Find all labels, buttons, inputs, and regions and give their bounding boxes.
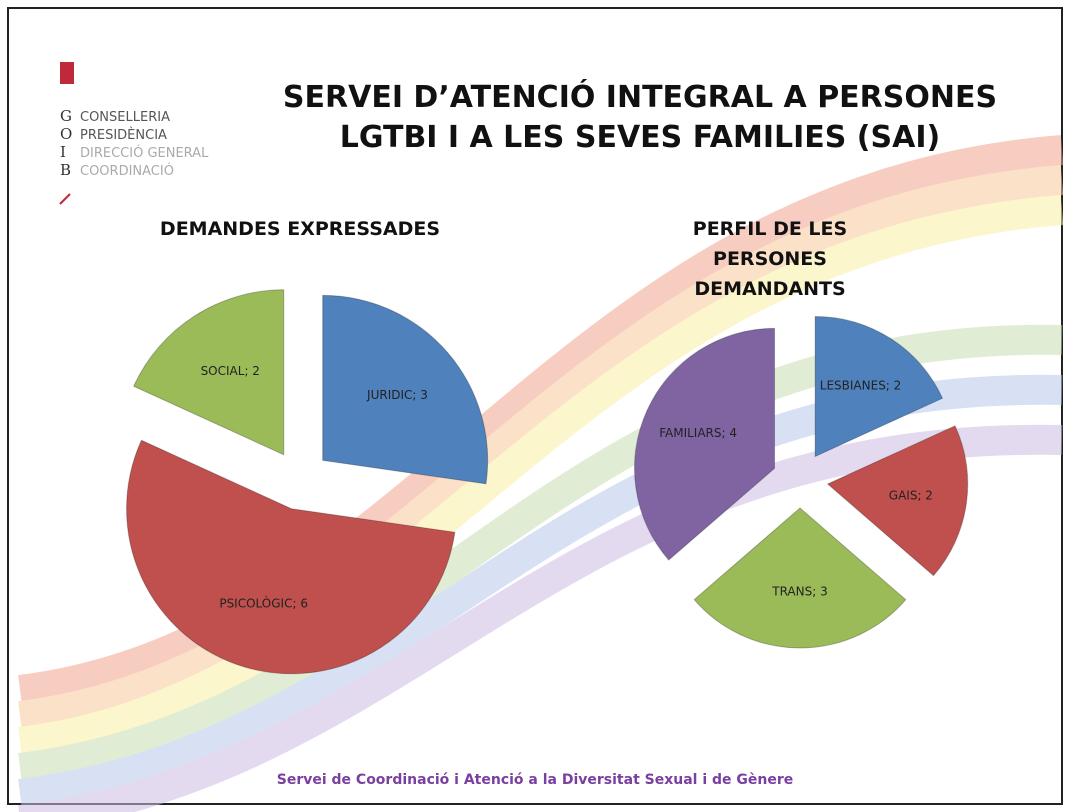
logo-line: B COORDINACIÓ (60, 162, 208, 180)
data-label: TRANS; 3 (771, 585, 827, 599)
logo-slash (59, 193, 71, 205)
logo-mark (60, 62, 74, 84)
logo-line: G CONSELLERIA (60, 108, 208, 126)
pie-slice (693, 507, 907, 649)
band (18, 195, 1064, 757)
logo-letter: G (60, 107, 72, 125)
pie-slice (826, 425, 969, 577)
footer: Servei de Coordinació i Atenció a la Div… (276, 772, 794, 788)
data-label: PSICOLÒGIC; 6 (219, 595, 308, 610)
logo: G CONSELLERIA O PRESIDÈNCIA I DIRECCIÓ GENERA… (60, 108, 208, 180)
data-label: JURIDIC; 3 (366, 388, 428, 402)
title-line: SERVEI D’ATENCIÓ INTEGRAL A PERSONES (282, 80, 998, 115)
chart-title: DEMANDES EXPRESSADES (159, 218, 441, 240)
data-label: LESBIANES; 2 (820, 378, 902, 392)
data-label: FAMILIARS; 4 (659, 426, 737, 440)
pie-slice (322, 294, 489, 485)
logo-text: PRESIDÈNCIA (80, 128, 167, 143)
rainbow (18, 135, 1064, 812)
pie-slice (634, 327, 776, 561)
logo-letter: I (60, 143, 66, 161)
data-label: GAIS; 2 (889, 488, 933, 502)
logo-letter: O (60, 125, 73, 143)
data-label: SOCIAL; 2 (201, 364, 260, 378)
band (18, 424, 1063, 812)
band (18, 135, 1064, 705)
logo-letter: B (60, 161, 72, 179)
pie-slice (133, 289, 285, 456)
logo-text: DIRECCIÓ GENERAL (80, 146, 209, 161)
band (18, 165, 1064, 731)
logo-text: COORDINACIÓ (80, 164, 174, 179)
logo-line: O PRESIDÈNCIA (60, 126, 208, 144)
chart-title: PERFIL DE LES PERSONES DEMANDANTS (692, 218, 848, 300)
logo-text: CONSELLERIA (80, 110, 170, 125)
title-line: LGTBI I A LES SEVES FAMILIES (SAI) (339, 120, 941, 155)
pie-slice (814, 315, 944, 458)
pie-slice (126, 439, 456, 675)
logo-line: I DIRECCIÓ GENERAL (60, 144, 208, 162)
